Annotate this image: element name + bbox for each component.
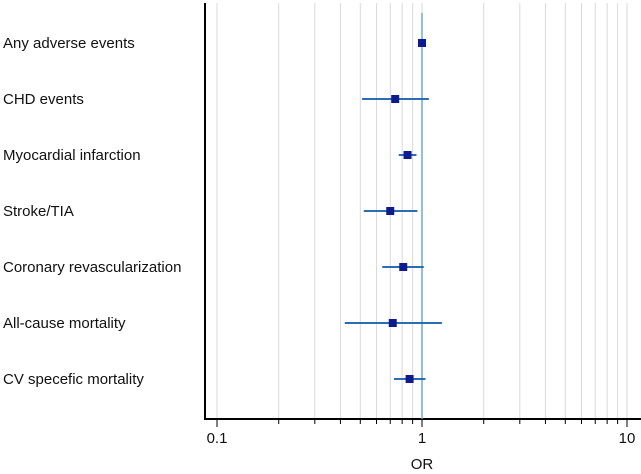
row-label: Any adverse events (3, 35, 135, 52)
row-label: All-cause mortality (3, 315, 126, 332)
or-point (391, 95, 400, 103)
row-label: CV specefic mortality (3, 371, 144, 388)
or-point (399, 263, 408, 271)
forest-row: Coronary revascularization (3, 259, 424, 276)
x-tick-label: 1 (418, 430, 426, 447)
or-point (418, 39, 426, 47)
rows: Any adverse events CHD events Myocardial i… (3, 35, 442, 388)
row-label: Myocardial infarction (3, 147, 141, 164)
x-axis-title: OR (411, 456, 434, 473)
forest-row: Myocardial infarction (3, 147, 417, 164)
or-point (386, 207, 395, 215)
forest-row: All-cause mortality (3, 315, 442, 332)
forest-row: Stroke/TIA (3, 203, 418, 220)
x-tick-label: 0.1 (207, 430, 228, 447)
x-tick-label: 10 (619, 430, 636, 447)
x-ticks: 0.1 1 10 (207, 419, 636, 447)
forest-row: CHD events (3, 91, 429, 108)
or-point (388, 319, 397, 327)
or-point (403, 151, 412, 159)
grid-lines (216, 3, 628, 419)
forest-row: CV specefic mortality (3, 371, 426, 388)
row-label: CHD events (3, 91, 84, 108)
or-point (405, 375, 414, 383)
forest-row: Any adverse events (3, 35, 426, 52)
row-label: Coronary revascularization (3, 259, 181, 276)
row-label: Stroke/TIA (3, 203, 74, 220)
